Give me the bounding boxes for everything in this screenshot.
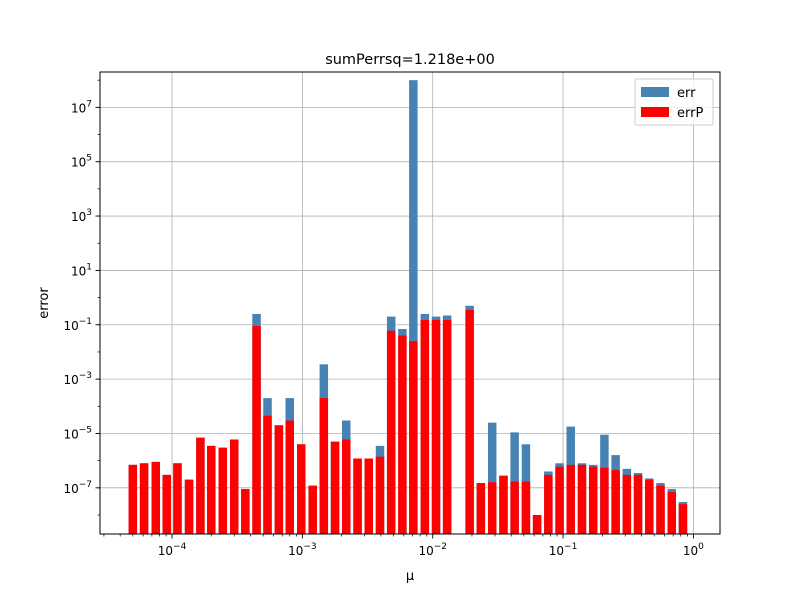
bar-err [409,80,418,534]
legend: err errP [634,78,714,126]
bar-errP [487,482,497,534]
y-tick-label: 107 [71,99,92,115]
bar-errP [499,475,508,534]
bar-errP [274,425,284,534]
plot-frame [99,71,721,535]
bar-errP [128,464,138,534]
bar-errP [555,466,564,534]
bar-errP [308,485,317,534]
bar-errP [184,479,194,534]
y-tick-label: 101 [71,262,92,278]
y-tick-label: 105 [71,154,92,170]
bar-errP [532,515,542,534]
bar-errP [218,447,228,534]
bar-errP [297,444,306,534]
bar-errP [139,463,149,534]
bar-errP [162,474,171,534]
legend-swatch-errP [641,107,669,117]
bar-errP [544,474,553,534]
chart-title: sumPerrsq=1.218e+00 [325,52,495,68]
x-tick-label: 10−3 [288,542,317,558]
bar-errP [465,309,474,534]
bar-errP [207,445,216,534]
bar-errP [678,504,688,534]
bar-errP [667,492,676,534]
bar-errP [476,483,486,534]
bar-errP [442,319,452,534]
bar-errP [510,481,519,534]
bar-errP [431,319,441,534]
bar-errP [151,461,161,534]
bar-errP [230,439,239,534]
bar-errP [241,489,250,534]
legend-label-err: err [677,86,696,101]
y-tick-label: 10−3 [63,371,92,387]
bar-errP [611,470,620,534]
x-axis-ticks: 10−4 10−3 10−2 10−1 100 [103,534,704,558]
y-tick-label: 10−1 [63,317,92,333]
y-axis-ticks: 10−7 10−5 10−3 10−1 101 103 105 107 [63,79,100,516]
x-tick-label: 10−1 [549,542,578,558]
bar-errP [263,415,272,534]
legend-swatch-err [641,87,669,97]
bar-errP [622,474,632,534]
bar-errP [566,464,575,534]
bar-errP [645,479,654,534]
bar-errP [420,319,430,534]
bar-errP [588,466,598,534]
bar-errP [319,398,329,534]
bar-errP [633,474,643,534]
bar-errP [375,456,385,534]
y-tick-label: 103 [71,208,92,224]
series-errP-bars [128,309,688,534]
bar-errP [600,467,609,534]
bar-errP [252,326,261,534]
bar-errP [364,458,373,534]
bar-errP [353,458,362,534]
bar-errP [342,439,351,534]
bar-errP [398,335,407,534]
bar-errP [577,464,587,534]
bar-errP [521,481,531,534]
bar-errP [386,330,396,534]
x-tick-label: 10−4 [158,542,187,558]
bar-errP [656,485,665,534]
y-tick-label: 10−7 [63,480,92,496]
bar-errP [196,437,205,534]
bar-errP [173,463,182,534]
bar-errP [285,420,294,534]
x-tick-label: 10−2 [418,542,447,558]
y-axis-label: error [37,287,52,319]
bar-err [487,422,497,534]
legend-label-errP: errP [677,106,703,121]
y-tick-label: 10−5 [63,425,92,441]
x-axis-label: μ [406,569,414,584]
x-tick-label: 100 [683,542,704,558]
bar-errP [409,341,418,534]
bar-errP [330,441,340,534]
